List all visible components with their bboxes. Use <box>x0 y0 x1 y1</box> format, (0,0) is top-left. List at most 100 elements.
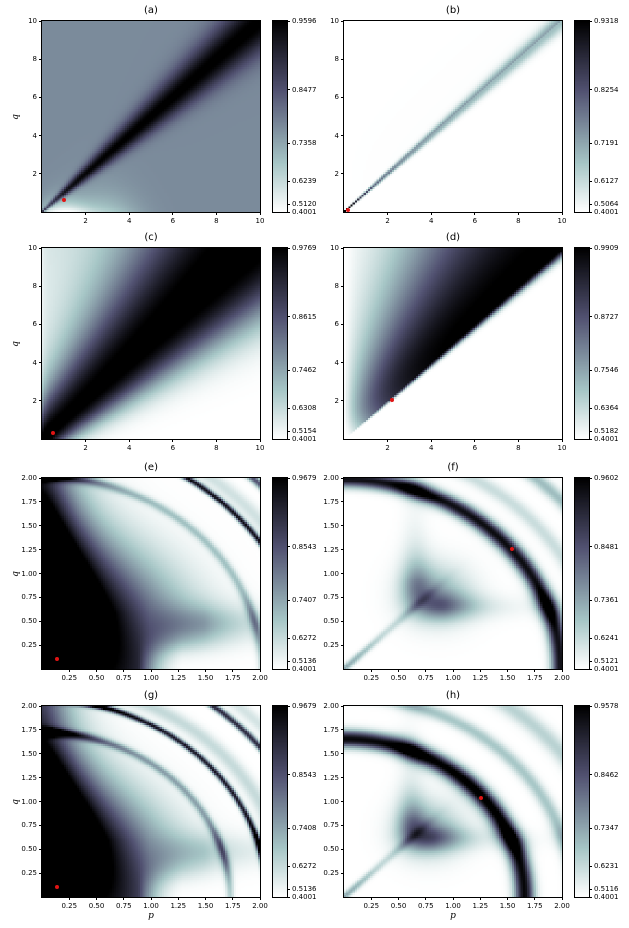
y-tick-label: 1.75 <box>21 497 37 506</box>
y-axis-label-e: q <box>11 570 21 577</box>
colorbar-tick-mark <box>287 211 290 213</box>
colorbar-tick-label: 0.5182 <box>594 427 619 436</box>
colorbar-tick-label: 0.9679 <box>292 474 317 482</box>
colorbar-tick-label: 0.4001 <box>292 435 317 443</box>
y-tick-mark <box>39 173 42 175</box>
colorbar-tick-mark <box>589 637 592 639</box>
colorbar-tick-mark <box>287 203 290 205</box>
y-tick-label: 0.25 <box>323 869 339 878</box>
y-tick-label: 2 <box>32 169 37 178</box>
y-tick-mark <box>39 20 42 22</box>
colorbar-tick-label: 0.8481 <box>594 542 619 551</box>
colorbar-tick-mark <box>589 247 592 249</box>
colorbar-tick-mark <box>589 477 592 479</box>
x-tick-mark <box>474 439 476 442</box>
x-tick-mark <box>452 669 454 672</box>
colorbar-d <box>575 248 589 439</box>
colorbar-tick-mark <box>589 888 592 890</box>
y-tick-mark <box>341 323 344 325</box>
colorbar-tick-mark <box>589 774 592 776</box>
x-tick-mark <box>123 669 125 672</box>
x-tick-label: 2 <box>83 217 88 225</box>
y-tick-mark <box>39 801 42 802</box>
x-tick-mark <box>479 897 481 900</box>
x-tick-mark <box>205 669 206 672</box>
x-tick-label: 1.50 <box>197 902 214 910</box>
x-tick-mark <box>128 212 130 215</box>
y-tick-mark <box>39 729 42 731</box>
y-tick-label: 2 <box>334 396 339 405</box>
marker-dot-a <box>61 197 66 202</box>
y-tick-label: 2.00 <box>323 474 339 482</box>
x-tick-label: 1.25 <box>472 674 489 682</box>
x-tick-label: 4 <box>428 444 434 452</box>
y-tick-mark <box>341 573 344 574</box>
y-tick-mark <box>341 477 344 479</box>
y-tick-label: 8 <box>32 282 37 291</box>
colorbar-tick-mark <box>287 865 290 867</box>
x-tick-mark <box>128 439 130 442</box>
colorbar-tick-mark <box>589 180 592 182</box>
y-tick-label: 2 <box>334 169 339 178</box>
y-tick-label: 2.00 <box>323 702 339 710</box>
colorbar-g <box>273 706 287 897</box>
y-tick-mark <box>341 872 344 874</box>
x-tick-label: 8 <box>516 444 521 452</box>
colorbar-tick-mark <box>287 142 290 144</box>
y-tick-mark <box>39 620 42 622</box>
colorbar-tick-label: 0.5136 <box>292 885 317 894</box>
colorbar-tick-label: 0.8543 <box>292 542 317 551</box>
y-tick-mark <box>341 848 344 850</box>
x-tick-mark <box>398 897 399 900</box>
colorbar-a <box>273 21 287 212</box>
colorbar-tick-label: 0.4001 <box>292 893 317 901</box>
colorbar-tick-label: 0.6241 <box>594 634 619 643</box>
x-tick-mark <box>534 669 536 672</box>
y-tick-mark <box>39 285 42 287</box>
y-tick-label: 1.00 <box>21 569 37 578</box>
colorbar-tick-label: 0.4001 <box>594 435 619 443</box>
x-tick-label: 8 <box>214 444 219 452</box>
colorbar-tick-label: 0.7358 <box>292 139 317 148</box>
x-tick-label: 8 <box>214 217 219 225</box>
colorbar-tick-label: 0.6231 <box>594 862 619 871</box>
y-tick-mark <box>39 777 42 779</box>
colorbar-tick-mark <box>287 668 290 670</box>
colorbar-tick-mark <box>287 705 290 707</box>
colorbar-e <box>273 478 287 669</box>
y-tick-mark <box>39 501 42 503</box>
heatmap-e <box>42 478 260 669</box>
marker-dot-d <box>389 397 394 402</box>
colorbar-tick-label: 0.6272 <box>292 634 317 643</box>
colorbar-tick-label: 0.6127 <box>594 177 619 186</box>
colorbar-tick-mark <box>589 369 592 371</box>
x-tick-mark <box>425 897 427 900</box>
y-tick-label: 6 <box>32 320 37 329</box>
x-tick-mark <box>430 212 432 215</box>
y-tick-mark <box>341 777 344 779</box>
colorbar-tick-label: 0.9578 <box>594 702 619 710</box>
x-tick-mark <box>561 669 563 672</box>
x-tick-label: 2 <box>385 217 390 225</box>
x-tick-label: 6 <box>472 444 478 452</box>
y-tick-mark <box>341 644 344 646</box>
x-tick-label: 0.50 <box>88 674 105 682</box>
x-axis-label-g: p <box>148 911 154 921</box>
y-tick-mark <box>39 573 42 574</box>
colorbar-tick-label: 0.4001 <box>594 208 619 216</box>
x-tick-label: 0.75 <box>115 674 132 682</box>
panel-title-h: (h) <box>445 690 461 701</box>
x-tick-label: 4 <box>126 444 132 452</box>
y-tick-mark <box>39 596 42 598</box>
marker-dot-f <box>509 546 514 551</box>
x-tick-mark <box>479 669 481 672</box>
x-tick-mark <box>517 439 519 442</box>
y-tick-label: 10 <box>28 244 37 252</box>
x-tick-mark <box>398 669 399 672</box>
marker-dot-g <box>55 885 60 890</box>
colorbar-tick-label: 0.7546 <box>594 366 619 375</box>
x-tick-label: 1.75 <box>224 674 241 682</box>
y-tick-mark <box>39 525 42 527</box>
y-tick-mark <box>39 400 42 402</box>
colorbar-tick-label: 0.9318 <box>594 17 619 25</box>
